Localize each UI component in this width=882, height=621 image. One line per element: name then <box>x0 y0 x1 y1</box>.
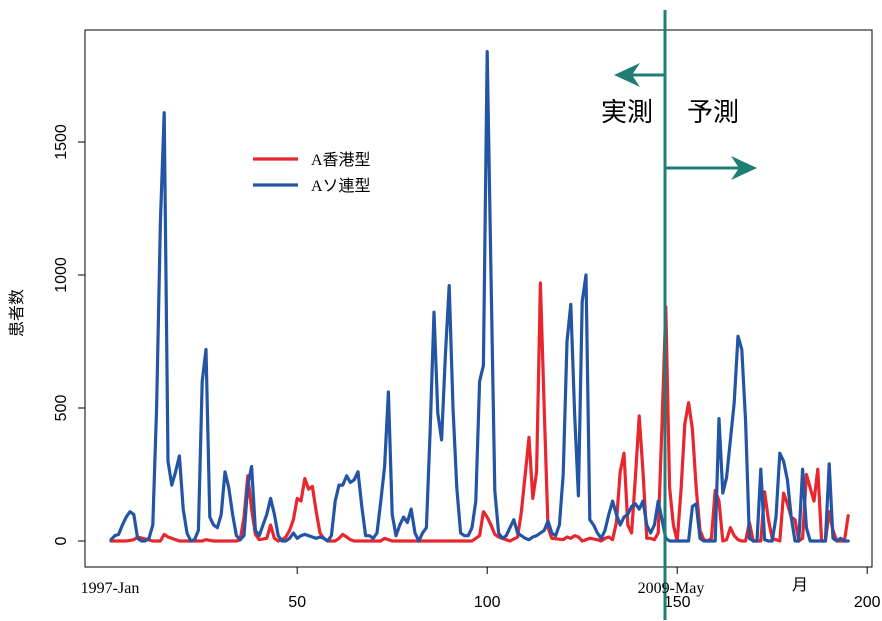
x-split-label: 2009-May <box>638 580 705 597</box>
observed-label: 実測 <box>601 98 653 127</box>
x-tick-label: 200 <box>854 594 881 611</box>
y-tick-label: 0 <box>53 536 70 545</box>
y-tick-label: 1500 <box>53 124 70 160</box>
series-line-a-hongkong <box>109 281 850 543</box>
x-tick-label: 100 <box>474 594 501 611</box>
x-tick-label: 150 <box>664 594 691 611</box>
observed-arrow-head <box>614 63 640 87</box>
x-unit-label: 月 <box>792 577 808 594</box>
y-tick-label: 500 <box>53 395 70 422</box>
forecast-label: 予測 <box>687 98 739 127</box>
plot-frame <box>84 29 873 568</box>
forecast-split: 実測 予測 <box>601 10 757 620</box>
series-line-a-soviet <box>109 49 850 543</box>
axis-layer: 50 100 150 200 0 500 1000 1500 <box>53 124 881 611</box>
legend: A香港型 Aソ連型 <box>253 151 371 195</box>
legend-label-a-soviet: Aソ連型 <box>311 177 371 195</box>
series-layer <box>109 49 850 543</box>
x-start-label: 1997-Jan <box>81 580 140 597</box>
x-tick-label: 50 <box>288 594 306 611</box>
y-axis-label: 患者数 <box>8 289 26 337</box>
legend-label-a-hongkong: A香港型 <box>311 151 371 169</box>
forecast-arrow-head <box>731 156 757 180</box>
y-tick-label: 1000 <box>53 257 70 293</box>
